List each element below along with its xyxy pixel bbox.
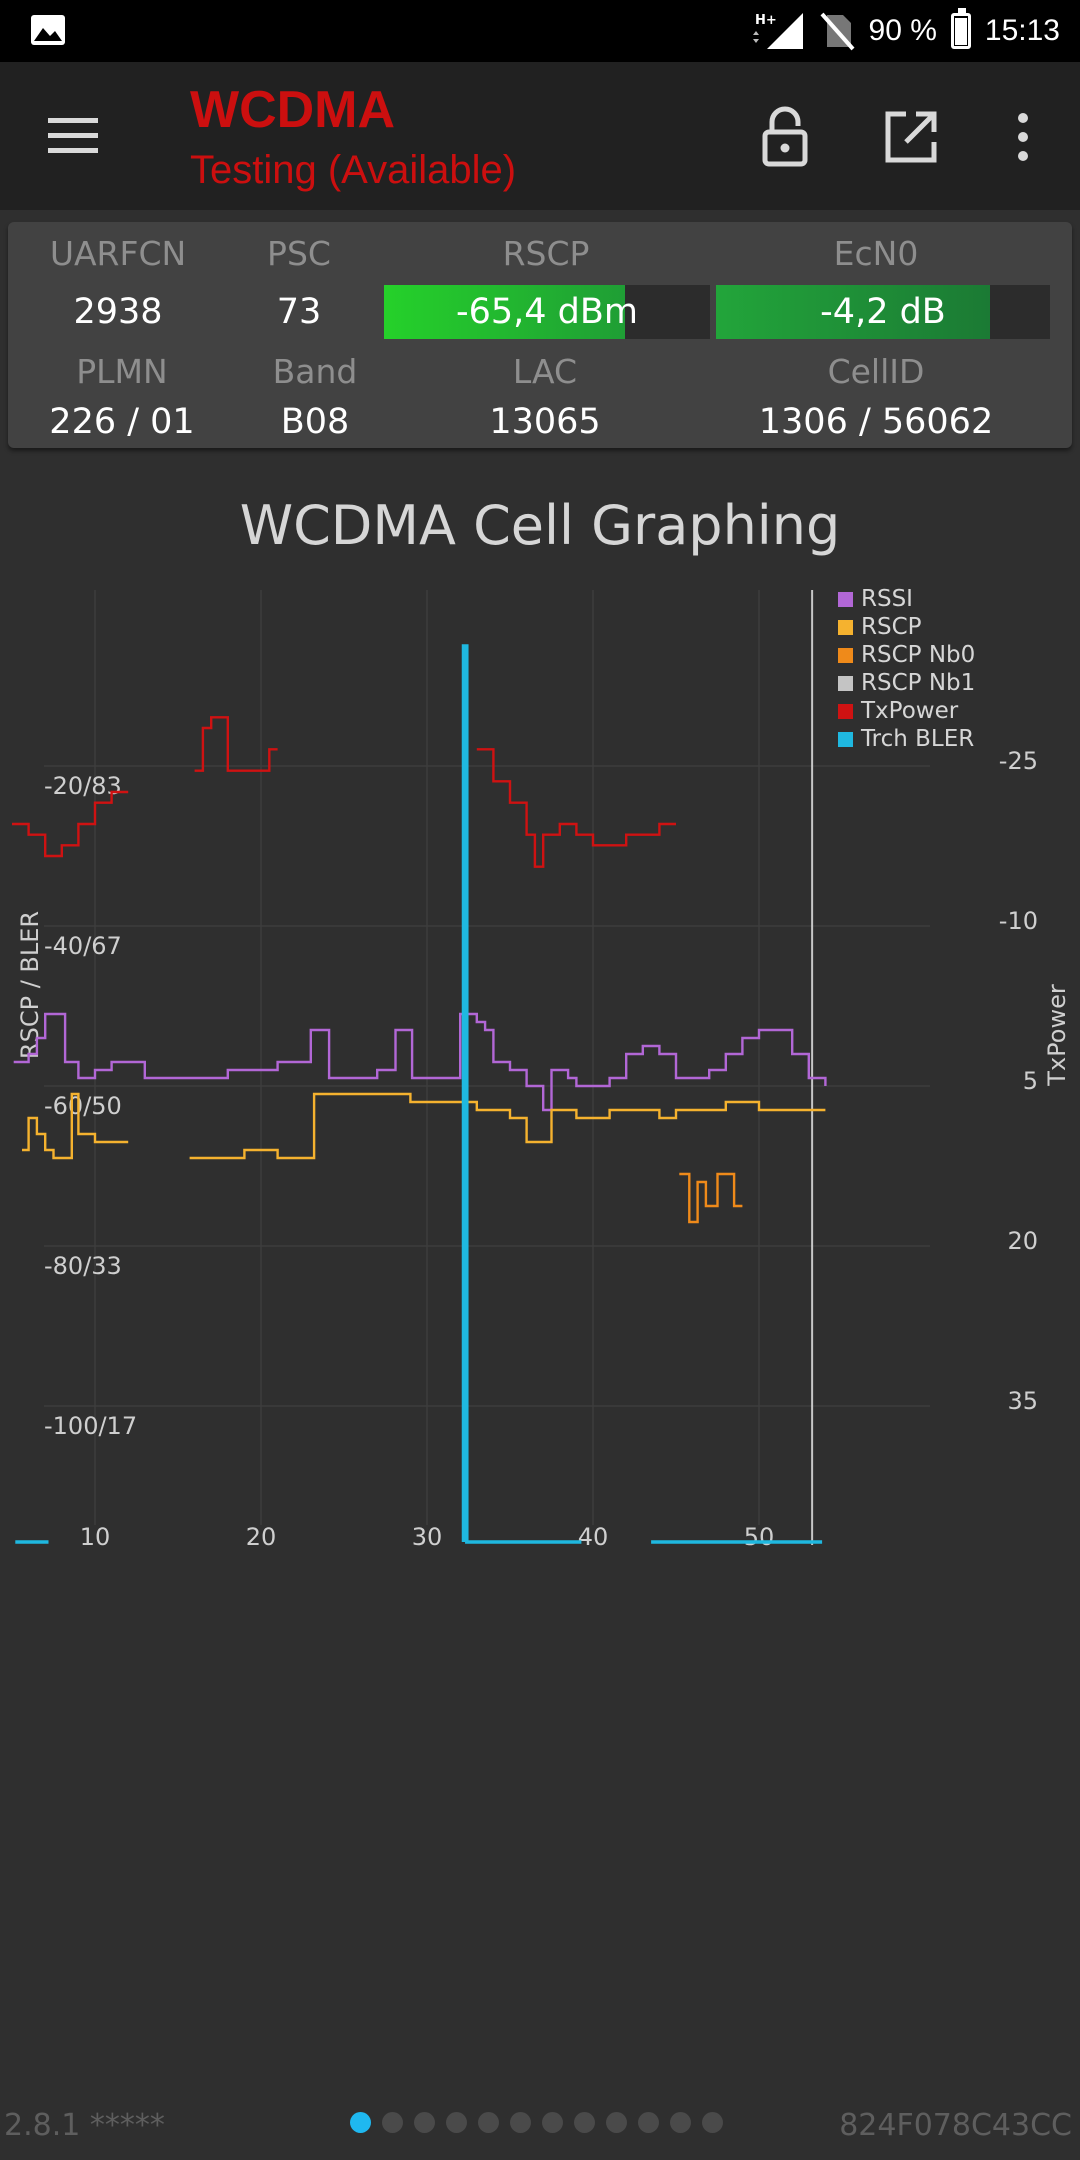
- battery-icon: [950, 8, 971, 49]
- legend-label: RSCP Nb1: [861, 670, 975, 696]
- y-tick-label-left: -20/83: [44, 772, 122, 800]
- app-bar: WCDMA Testing (Available): [0, 62, 1080, 210]
- x-tick-label: 50: [744, 1523, 775, 1551]
- plmn-value: 226 / 01: [49, 402, 195, 442]
- series-line-txpower: [194, 716, 278, 772]
- y-tick-label-left: -40/67: [44, 932, 122, 960]
- series-line-rscp: [22, 1092, 129, 1160]
- y-tick-label-left: -60/50: [44, 1092, 122, 1120]
- lac-value: 13065: [489, 402, 601, 442]
- legend-swatch: [838, 592, 853, 607]
- x-tick-label: 10: [80, 1523, 111, 1551]
- y-tick-label-left: -80/33: [44, 1252, 122, 1280]
- no-sim-icon: [820, 12, 855, 51]
- legend-label: TxPower: [860, 698, 959, 724]
- lac-label: LAC: [512, 352, 578, 391]
- legend-label: Trch BLER: [860, 726, 974, 752]
- hspa-signal-icon: H+: [752, 13, 803, 49]
- page-dot[interactable]: [414, 2112, 435, 2133]
- app-version: 2.8.1 *****: [4, 2108, 165, 2143]
- page-dot[interactable]: [350, 2112, 371, 2133]
- y-tick-label-right: 5: [1023, 1067, 1038, 1095]
- series-line-txpower: [12, 790, 129, 858]
- legend-swatch: [838, 676, 853, 691]
- rscp-label: RSCP: [502, 234, 590, 273]
- ecn0-value: -4,2 dB: [820, 292, 946, 332]
- y-axis-title-left: RSCP / BLER: [16, 911, 44, 1059]
- legend-swatch: [838, 620, 853, 635]
- page-dot[interactable]: [478, 2112, 499, 2133]
- network-type-label: H+: [755, 13, 777, 28]
- rscp-meter: -65,4 dBm: [384, 285, 710, 339]
- menu-icon[interactable]: [38, 106, 108, 166]
- page-dot[interactable]: [638, 2112, 659, 2133]
- x-tick-label: 40: [578, 1523, 609, 1551]
- more-vert-icon[interactable]: [988, 102, 1058, 172]
- gallery-notification-icon: [31, 15, 65, 45]
- band-label: Band: [272, 352, 358, 391]
- legend-swatch: [838, 732, 853, 747]
- legend-label: RSSI: [861, 586, 913, 612]
- cellid-value: 1306 / 56062: [758, 402, 994, 442]
- ecn0-label: EcN0: [833, 234, 919, 273]
- ecn0-meter: -4,2 dB: [716, 285, 1050, 339]
- lock-open-icon[interactable]: [750, 102, 820, 172]
- screen-title: WCDMA: [190, 81, 396, 139]
- legend-label: RSCP: [861, 614, 922, 640]
- y-tick-label-right: -25: [999, 747, 1038, 775]
- page-dot[interactable]: [382, 2112, 403, 2133]
- page-dot[interactable]: [510, 2112, 531, 2133]
- series-line-trch-bler: [461, 644, 582, 1544]
- plmn-label: PLMN: [76, 352, 168, 391]
- series-line-rssi: [13, 1012, 827, 1112]
- legend-swatch: [838, 648, 853, 663]
- cell-graph-chart[interactable]: -20/83 -40/67 -60/50 -80/33 -100/17 -25 -10 5 20…: [0, 570, 1080, 1570]
- chart-title: WCDMA Cell Graphing: [239, 494, 841, 557]
- series-line-rscp: [189, 1092, 826, 1160]
- open-external-icon[interactable]: [876, 102, 946, 172]
- x-tick-label: 20: [246, 1523, 277, 1551]
- series-line-rscp-nb0: [679, 1172, 743, 1224]
- page-dot[interactable]: [446, 2112, 467, 2133]
- device-id: 824F078C43CC: [839, 2108, 1072, 2143]
- uarfcn-value: 2938: [73, 292, 163, 332]
- uarfcn-label: UARFCN: [49, 234, 187, 273]
- legend-swatch: [838, 704, 853, 719]
- page-indicator: [350, 2112, 723, 2133]
- page-dot[interactable]: [574, 2112, 595, 2133]
- psc-value: 73: [276, 292, 322, 332]
- battery-percent: 90 %: [868, 14, 937, 47]
- cell-info-panel: UARFCN PSC RSCP EcN0 2938 73 -65,4 dBm -…: [8, 222, 1072, 448]
- cellid-label: CellID: [827, 352, 925, 391]
- band-value: B08: [280, 402, 350, 442]
- page-dot[interactable]: [670, 2112, 691, 2133]
- y-tick-label-right: 35: [1007, 1387, 1038, 1415]
- status-bar: H+ 90 % 15:13: [0, 0, 1080, 62]
- y-tick-label-left: -100/17: [44, 1412, 137, 1440]
- page-dot[interactable]: [606, 2112, 627, 2133]
- rscp-value: -65,4 dBm: [455, 292, 638, 332]
- y-tick-label-right: 20: [1007, 1227, 1038, 1255]
- screen-subtitle: Testing (Available): [190, 148, 517, 192]
- legend-label: RSCP Nb0: [861, 642, 975, 668]
- page-dot[interactable]: [702, 2112, 723, 2133]
- clock: 15:13: [984, 14, 1060, 47]
- x-tick-label: 30: [412, 1523, 443, 1551]
- series-line-txpower: [476, 748, 676, 868]
- y-tick-label-right: -10: [999, 907, 1038, 935]
- y-axis-title-right: TxPower: [1043, 984, 1071, 1087]
- psc-label: PSC: [267, 234, 331, 273]
- page-dot[interactable]: [542, 2112, 563, 2133]
